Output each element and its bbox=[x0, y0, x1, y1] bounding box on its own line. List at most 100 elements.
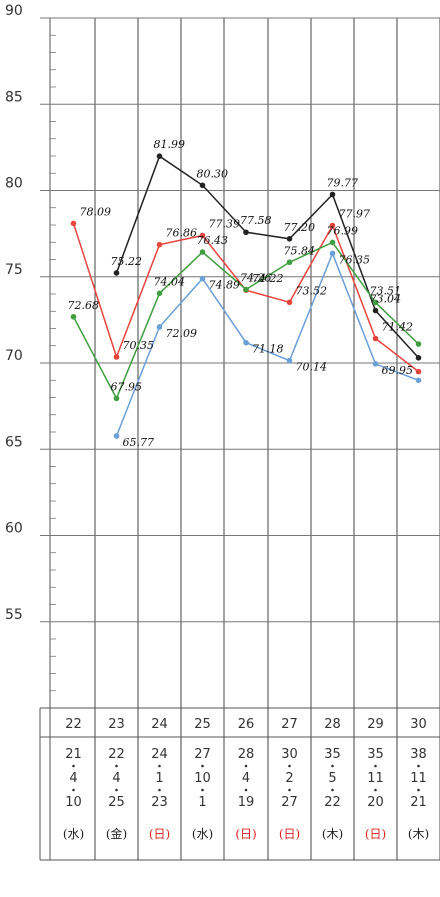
date-year: 27 bbox=[194, 747, 211, 762]
x-tick-label: 28 bbox=[324, 717, 341, 732]
data-label: 72.68 bbox=[68, 299, 100, 312]
data-label: 72.09 bbox=[166, 327, 198, 340]
data-point bbox=[156, 241, 163, 248]
data-point bbox=[70, 220, 77, 227]
y-tick-label: 65 bbox=[5, 434, 23, 450]
date-dot bbox=[417, 788, 420, 792]
data-label: 70.35 bbox=[123, 339, 155, 352]
y-tick-label: 75 bbox=[5, 262, 23, 278]
date-month: 4 bbox=[242, 771, 250, 786]
data-point bbox=[286, 299, 293, 306]
x-tick-label: 25 bbox=[194, 717, 211, 732]
data-point bbox=[156, 153, 163, 159]
date-dot bbox=[331, 764, 334, 768]
data-label: 77.39 bbox=[209, 218, 241, 231]
data-point bbox=[286, 236, 293, 242]
weekday-label: (日) bbox=[235, 827, 256, 841]
x-tick-label: 22 bbox=[65, 717, 82, 732]
weekday-label: (日) bbox=[279, 827, 300, 841]
data-point bbox=[329, 191, 336, 198]
weekday-label: (日) bbox=[149, 827, 170, 841]
data-label: 70.14 bbox=[296, 361, 328, 374]
data-point bbox=[199, 232, 206, 239]
x-tick-label: 23 bbox=[108, 717, 125, 732]
data-labels: 75.22 81.99 80.30 77.58 77.20 79.77 73.04 78.09… bbox=[68, 138, 414, 449]
date-year: 35 bbox=[324, 747, 341, 762]
x-tick-label: 30 bbox=[410, 717, 427, 732]
data-point bbox=[70, 313, 77, 320]
x-tick-label: 27 bbox=[281, 717, 298, 732]
date-dot bbox=[417, 764, 420, 768]
series-points bbox=[70, 153, 422, 439]
date-day: 1 bbox=[198, 795, 206, 810]
data-point bbox=[199, 249, 206, 255]
date-dot bbox=[201, 764, 204, 768]
x-axis-table: 2221410(水)2322425(金)2424123(日)2527101(水)… bbox=[39, 707, 440, 860]
data-label: 80.30 bbox=[197, 167, 229, 180]
date-dot bbox=[158, 764, 161, 768]
x-tick-label: 24 bbox=[151, 717, 168, 732]
date-day: 22 bbox=[324, 795, 341, 810]
data-point bbox=[286, 259, 293, 266]
date-dot bbox=[72, 764, 75, 768]
data-point bbox=[113, 354, 120, 360]
date-year: 24 bbox=[151, 747, 168, 762]
date-month: 11 bbox=[367, 771, 384, 786]
date-day: 21 bbox=[410, 795, 427, 810]
data-label: 76.43 bbox=[197, 234, 229, 247]
date-dot bbox=[288, 788, 291, 792]
data-point bbox=[372, 361, 379, 367]
date-month: 11 bbox=[410, 771, 427, 786]
data-point bbox=[415, 355, 422, 361]
weekday-label: (水) bbox=[63, 827, 84, 841]
date-month: 4 bbox=[112, 771, 120, 786]
data-label: 71.18 bbox=[252, 343, 284, 356]
data-label: 65.77 bbox=[123, 436, 155, 449]
date-day: 27 bbox=[281, 795, 298, 810]
date-day: 19 bbox=[238, 795, 255, 810]
data-label: 74.04 bbox=[154, 275, 186, 288]
date-dot bbox=[244, 788, 248, 792]
date-day: 20 bbox=[367, 795, 384, 810]
data-point bbox=[156, 290, 163, 297]
date-month: 2 bbox=[285, 771, 293, 786]
data-label: 67.95 bbox=[111, 380, 143, 393]
data-point bbox=[243, 229, 249, 236]
data-label: 76.86 bbox=[166, 227, 198, 240]
data-point bbox=[113, 270, 120, 276]
x-tick-label: 29 bbox=[367, 717, 384, 732]
y-tick-label: 60 bbox=[5, 521, 23, 537]
data-point bbox=[415, 368, 422, 375]
data-point bbox=[415, 377, 422, 384]
data-point bbox=[329, 250, 336, 257]
weekday-label: (木) bbox=[408, 827, 429, 841]
weekday-label: (木) bbox=[322, 827, 343, 841]
data-label: 73.51 bbox=[370, 284, 402, 297]
grid bbox=[40, 17, 440, 861]
data-point bbox=[199, 275, 206, 282]
data-label: 77.20 bbox=[284, 221, 316, 234]
data-point bbox=[372, 299, 379, 306]
y-axis: 55 60 65 70 75 80 85 90 bbox=[5, 3, 23, 623]
y-tick-label: 70 bbox=[5, 348, 23, 364]
data-label: 76.35 bbox=[339, 253, 371, 266]
weekday-label: (金) bbox=[106, 826, 127, 841]
series-line bbox=[115, 251, 419, 437]
y-tick-label: 85 bbox=[5, 89, 23, 105]
data-point bbox=[113, 395, 120, 402]
data-label: 74.22 bbox=[252, 272, 284, 285]
data-label: 75.22 bbox=[111, 255, 143, 268]
date-month: 5 bbox=[328, 771, 336, 786]
date-dot bbox=[72, 788, 75, 792]
date-dot bbox=[115, 788, 118, 792]
weekday-label: (日) bbox=[365, 827, 386, 841]
data-point bbox=[329, 222, 336, 229]
date-year: 35 bbox=[367, 747, 384, 762]
series-lines bbox=[72, 155, 420, 437]
data-point bbox=[415, 341, 422, 347]
date-dot bbox=[331, 788, 334, 792]
data-label: 79.77 bbox=[327, 176, 359, 189]
y-tick-label: 55 bbox=[5, 607, 23, 623]
date-dot bbox=[115, 764, 118, 768]
